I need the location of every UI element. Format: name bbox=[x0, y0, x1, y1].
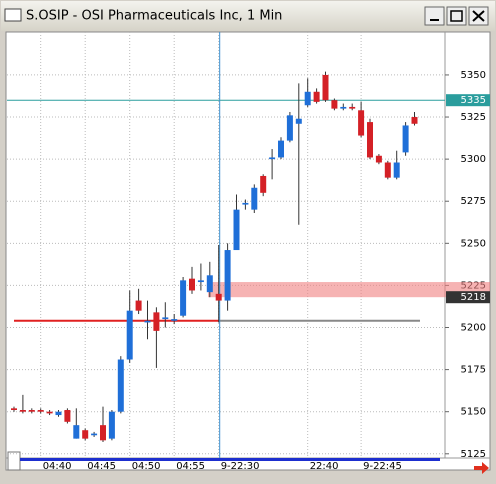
x-tick-label: 04:55 bbox=[176, 461, 205, 472]
scroll-box[interactable] bbox=[7, 451, 21, 471]
candle-body bbox=[135, 300, 142, 311]
candle-body bbox=[91, 433, 98, 436]
candle-body bbox=[384, 162, 391, 178]
candle-body bbox=[269, 157, 276, 160]
y-tick-label: 5275 bbox=[461, 196, 486, 207]
scroll-arrow[interactable] bbox=[474, 462, 489, 474]
candle-body bbox=[37, 410, 44, 412]
candle-body bbox=[286, 115, 293, 141]
candle-body bbox=[171, 319, 178, 321]
candle-body bbox=[108, 411, 115, 439]
x-tick-label: 04:50 bbox=[132, 461, 161, 472]
candle-body bbox=[402, 125, 409, 153]
candle-body bbox=[46, 411, 53, 414]
candle-body bbox=[375, 155, 382, 163]
order-price-label: 5218 bbox=[461, 292, 486, 303]
window-buttons[interactable] bbox=[424, 6, 489, 26]
price-zone bbox=[208, 282, 490, 298]
candle-body bbox=[393, 162, 400, 178]
candle-body bbox=[28, 410, 35, 412]
y-tick-label: 5250 bbox=[461, 238, 486, 249]
y-tick-label: 5150 bbox=[461, 407, 486, 418]
last-price-label: 5335 bbox=[461, 95, 486, 106]
candle-body bbox=[358, 110, 365, 136]
candle-body bbox=[117, 359, 124, 412]
candle-body bbox=[251, 187, 258, 210]
candle-body bbox=[242, 202, 249, 205]
candle-body bbox=[73, 425, 80, 439]
candle-body bbox=[295, 118, 302, 124]
candle-body bbox=[11, 408, 17, 411]
candle-body bbox=[82, 430, 89, 439]
x-tick-label: 04:45 bbox=[87, 461, 116, 472]
candle-body bbox=[153, 312, 160, 331]
maximize-button[interactable] bbox=[446, 6, 467, 26]
last-price-box bbox=[446, 94, 490, 107]
candle-body bbox=[197, 280, 204, 283]
y-tick-label: 5325 bbox=[461, 112, 486, 123]
y-tick-label: 5175 bbox=[461, 365, 486, 376]
candle-body bbox=[349, 106, 356, 109]
candle-body bbox=[64, 410, 71, 422]
window-icon bbox=[4, 8, 22, 22]
candle-body bbox=[100, 425, 106, 441]
y-tick-label: 5200 bbox=[461, 323, 486, 334]
candle-body bbox=[322, 74, 329, 101]
candle-body bbox=[162, 317, 169, 320]
candle-body bbox=[224, 250, 231, 301]
candle-body bbox=[55, 411, 62, 416]
x-tick-label: 9-22:30 bbox=[221, 461, 260, 472]
candle-body bbox=[340, 106, 347, 109]
y-tick-label: 5350 bbox=[461, 70, 486, 81]
y-tick-label: 5300 bbox=[461, 154, 486, 165]
y-tick-label: 5125 bbox=[461, 449, 486, 460]
title-bar bbox=[1, 1, 495, 31]
scroll-bar[interactable] bbox=[20, 458, 440, 461]
candle-body bbox=[180, 280, 187, 316]
candle-body bbox=[189, 278, 195, 291]
candle-body bbox=[233, 209, 240, 251]
x-tick-label: 9-22:45 bbox=[363, 461, 402, 472]
x-tick-label: 22:40 bbox=[310, 461, 339, 472]
close-icon bbox=[472, 10, 485, 22]
candle-body bbox=[313, 91, 320, 102]
candle-body bbox=[278, 140, 284, 158]
candle-body bbox=[411, 117, 418, 124]
candle-body bbox=[206, 275, 213, 293]
order-price-box bbox=[446, 291, 490, 304]
candle-body bbox=[331, 100, 338, 109]
candle-body bbox=[215, 293, 222, 301]
window-title: S.OSIP - OSI Pharmaceuticals Inc, 1 Min bbox=[26, 9, 282, 24]
plot: 5125515051755200522552505275530053255350… bbox=[7, 32, 490, 472]
candle-body bbox=[260, 175, 267, 193]
maximize-icon bbox=[450, 10, 463, 22]
candle-body bbox=[304, 91, 311, 106]
x-tick-label: 04:40 bbox=[43, 461, 72, 472]
candle-body bbox=[19, 410, 26, 412]
candle-body bbox=[144, 320, 151, 323]
minimize-button[interactable] bbox=[424, 6, 445, 26]
candle-body bbox=[126, 310, 133, 360]
chart-area bbox=[5, 31, 491, 471]
candle-body bbox=[367, 122, 373, 158]
